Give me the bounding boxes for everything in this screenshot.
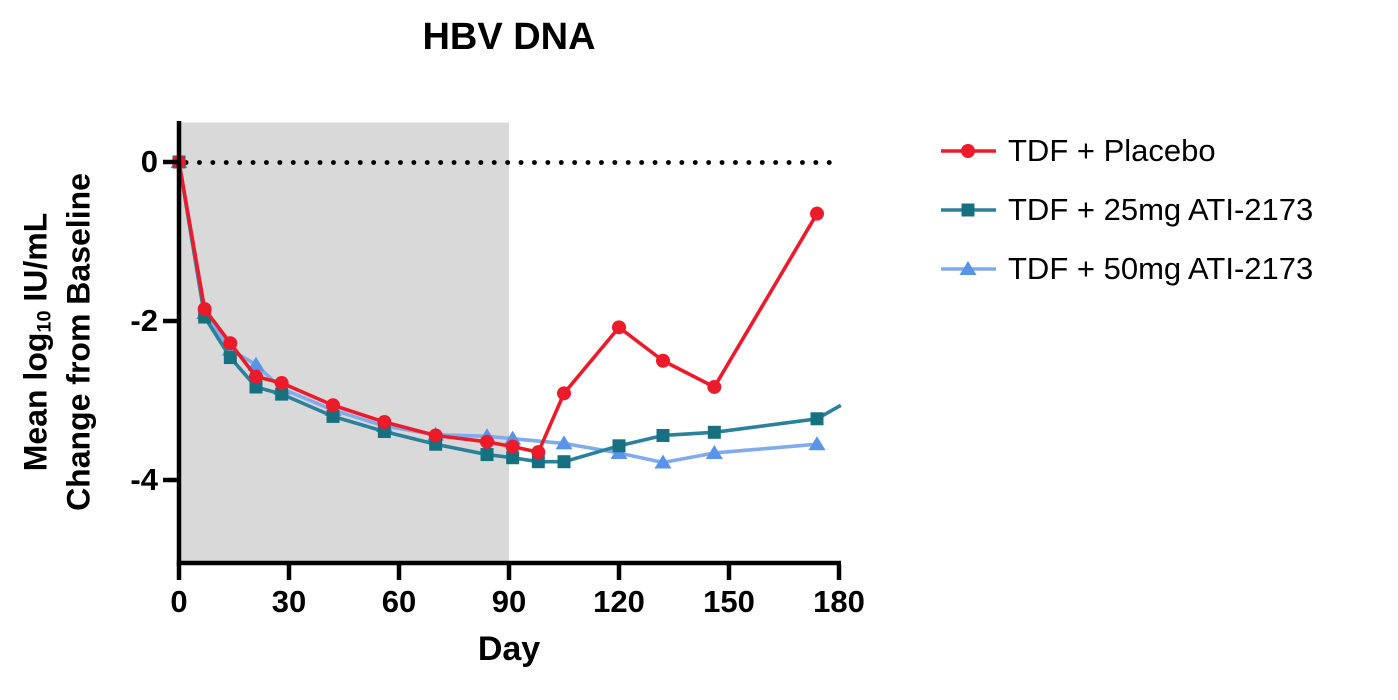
x-tick-label-30: 30 [271, 584, 307, 619]
series-0-marker [810, 206, 824, 221]
series-1-marker [656, 428, 670, 442]
series-1-marker [612, 439, 626, 453]
legend-label-tdf-50mg-ati2173: TDF + 50mg ATI-2173 [1008, 251, 1314, 286]
series-1-marker [707, 425, 721, 439]
series-0-marker [377, 414, 392, 429]
series-0-marker [707, 379, 722, 394]
chart-title: HBV DNA [422, 16, 596, 58]
x-tick-label-0: 0 [170, 584, 188, 619]
series-1-marker [810, 412, 824, 426]
y-axis-title: Mean log10 IU/mL Change from Baseline [17, 173, 98, 511]
series-0-marker [656, 353, 670, 368]
x-tick-label-90: 90 [491, 584, 527, 619]
series-0-marker [612, 320, 626, 335]
series-0-marker [531, 445, 546, 460]
series-0-marker [197, 302, 212, 317]
series-1-marker [249, 380, 263, 394]
series-0-marker [480, 434, 494, 449]
legend-label-tdf-25mg-ati2173: TDF + 25mg ATI-2173 [1008, 192, 1314, 227]
series-1-marker [275, 387, 289, 401]
series-2-marker [654, 454, 672, 469]
series-0-marker [428, 428, 443, 443]
series-0-marker [249, 369, 263, 384]
y-axis-title-line2: Change from Baseline [60, 173, 97, 511]
x-tick-label-150: 150 [703, 584, 755, 619]
x-tick-label-180: 180 [813, 584, 865, 619]
series-2-marker [247, 356, 265, 371]
series-0-marker [326, 398, 340, 413]
series-1-marker [557, 455, 571, 469]
y-axis-title-line1: Mean log10 IU/mL [17, 212, 56, 472]
legend-marker-0 [961, 144, 975, 158]
legend-marker-1 [961, 203, 975, 217]
series-1-marker [506, 451, 520, 465]
x-axis-title: Day [477, 630, 541, 668]
series-0-marker [223, 336, 238, 351]
series-1-marker [326, 409, 340, 423]
series-1-marker [531, 455, 545, 469]
series-0-marker [505, 439, 520, 454]
series-line-0 [177, 161, 819, 454]
series-2-marker [808, 436, 826, 451]
y-tick-label-m2: -2 [130, 303, 158, 338]
series-0-marker [274, 376, 289, 391]
series-1-marker [480, 448, 494, 462]
legend-label-tdf-placebo: TDF + Placebo [1008, 133, 1216, 168]
y-tick-label-0: 0 [140, 144, 158, 179]
series-2-marker [705, 444, 723, 459]
series-1-marker [223, 351, 237, 365]
legend-marker-2 [959, 261, 977, 275]
series-1-marker [377, 425, 391, 439]
series-0-marker [557, 386, 571, 401]
x-tick-label-60: 60 [381, 584, 417, 619]
series-2-marker [555, 435, 573, 450]
x-tick-label-120: 120 [593, 584, 645, 619]
y-tick-label-m4: -4 [130, 462, 158, 497]
